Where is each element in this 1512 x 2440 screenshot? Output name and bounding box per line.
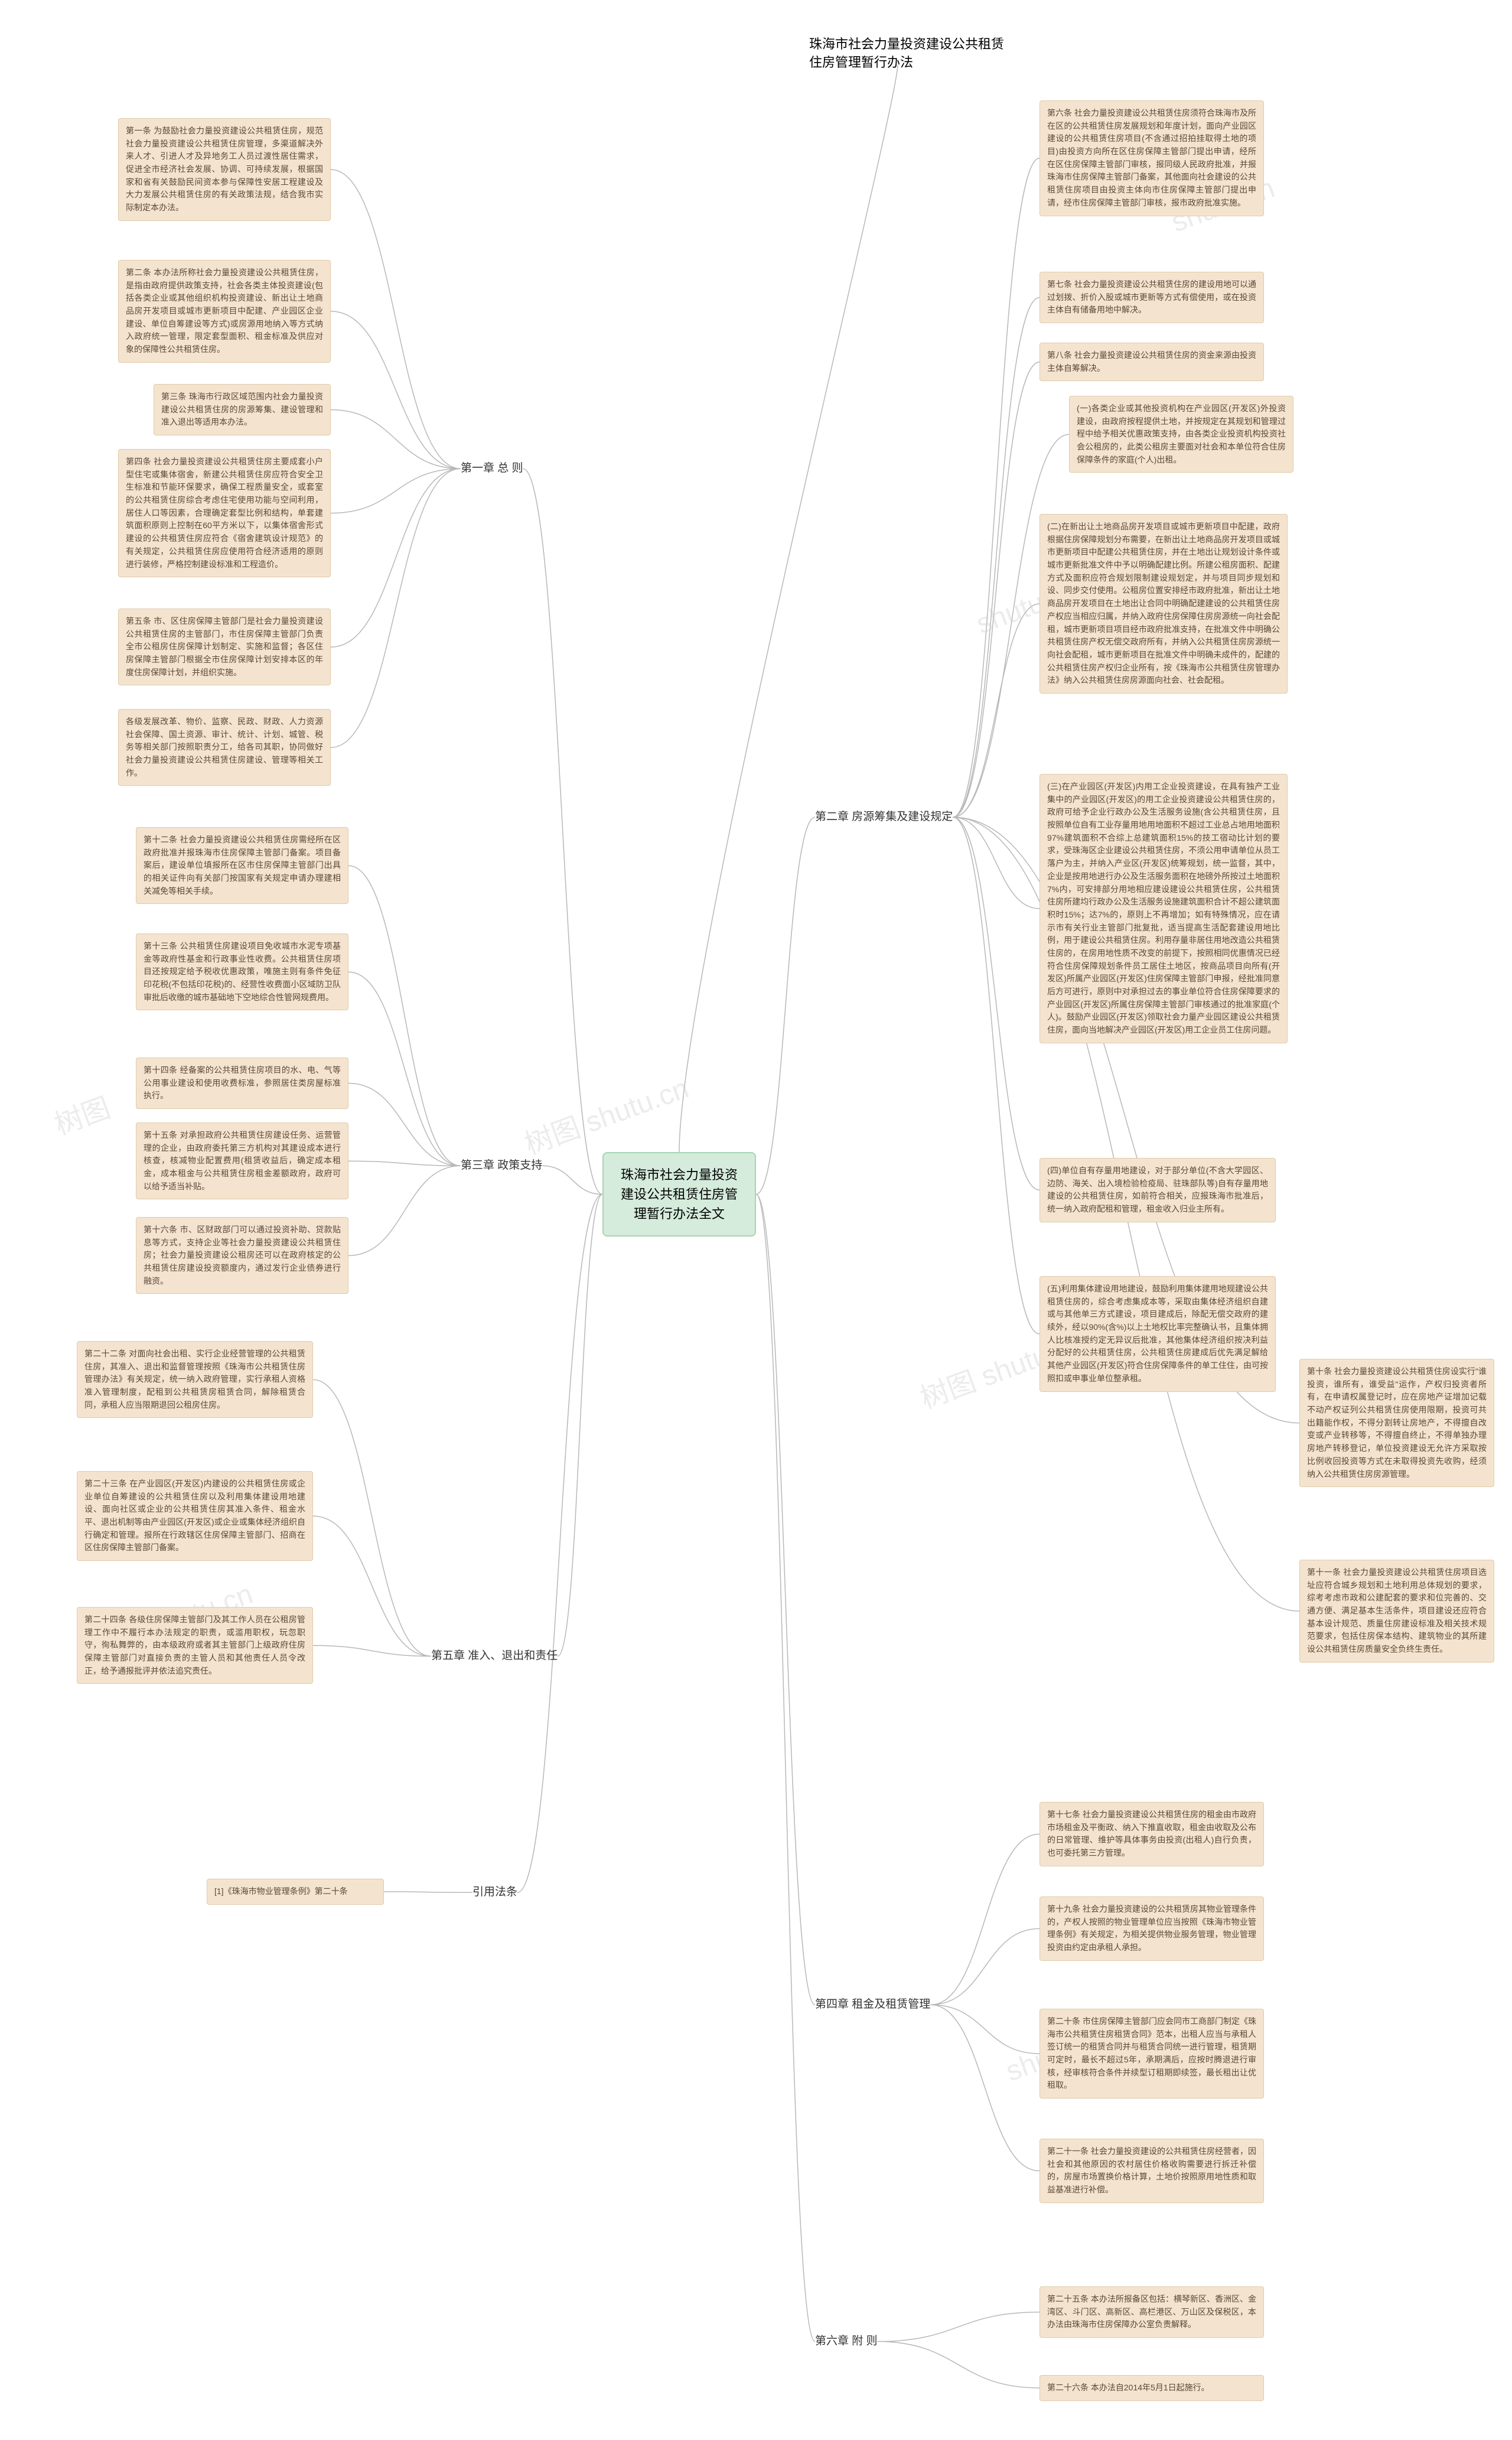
leaf-node: 第七条 社会力量投资建设公共租赁住房的建设用地可以通过划拨、折价入股或城市更新等… [1040, 272, 1264, 323]
leaf-node: 第十一条 社会力量投资建设公共租赁住房项目选址应符合城乡规划和土地利用总体规划的… [1299, 1560, 1494, 1663]
leaf-node: 第十二条 社会力量投资建设公共租赁住房需经所在区政府批准并报珠海市住房保障主管部… [136, 827, 348, 904]
leaf-node: 第二十二条 对面向社会出租、实行企业经营管理的公共租赁住房，其准入、退出和监督管… [77, 1341, 313, 1418]
leaf-node: 第二十三条 在产业园区(开发区)内建设的公共租赁住房或企业单位自筹建设的公共租赁… [77, 1471, 313, 1561]
leaf-node: (四)单位自有存量用地建设，对于部分单位(不含大学园区、边防、海关、出入境检验检… [1040, 1158, 1276, 1222]
leaf-node: (三)在产业园区(开发区)内用工企业投资建设，在具有独产工业集中的产业园区(开发… [1040, 774, 1288, 1043]
chapter-ch2: 第二章 房源筹集及建设规定 [815, 809, 953, 825]
leaf-node: 第二十四条 各级住房保障主管部门及其工作人员在公租房管理工作中不履行本办法规定的… [77, 1607, 313, 1684]
watermark: 树图 [48, 1085, 115, 1143]
leaf-node: 第六条 社会力量投资建设公共租赁住房须符合珠海市及所在区的公共租赁住房发展规划和… [1040, 100, 1264, 216]
leaf-node: 第十五条 对承担政府公共租赁住房建设任务、运营管理的企业，由政府委托第三方机构对… [136, 1123, 348, 1199]
root-node: 珠海市社会力量投资建设公共租赁住房管理暂行办法全文 [602, 1152, 756, 1237]
chapter-ch4: 第四章 租金及租赁管理 [815, 1997, 930, 2013]
leaf-node: (二)在新出让土地商品房开发项目或城市更新项目中配建，政府根据住房保障规划分布需… [1040, 514, 1288, 694]
chapter-ch1: 第一章 总 则 [461, 461, 523, 477]
header-title-line2: 住房管理暂行办法 [809, 54, 1004, 72]
chapter-ch5: 第五章 准入、退出和责任 [431, 1648, 558, 1664]
header-title-line1: 珠海市社会力量投资建设公共租赁 [809, 35, 1004, 54]
leaf-node: 第二十一条 社会力量投资建设的公共租赁住房经营者，因社会和其他原因的农村居住价格… [1040, 2139, 1264, 2203]
leaf-node: 第十六条 市、区财政部门可以通过投资补助、贷款贴息等方式，支持企业等社会力量投资… [136, 1217, 348, 1294]
leaf-node: 第十三条 公共租赁住房建设项目免收城市水泥专项基金等政府性基金和行政事业性收费。… [136, 933, 348, 1010]
leaf-node: 第四条 社会力量投资建设公共租赁住房主要成套小户型住宅或集体宿舍，新建公共租赁住… [118, 449, 331, 577]
leaf-node: (五)利用集体建设用地建设，鼓励利用集体建用地规建设公共租赁住房的，综合考虑集成… [1040, 1276, 1276, 1392]
chapter-cite: 引用法条 [472, 1885, 517, 1901]
chapter-ch6: 第六章 附 则 [815, 2334, 878, 2350]
leaf-node: 第二条 本办法所称社会力量投资建设公共租赁住房，是指由政府提供政策支持，社会各类… [118, 260, 331, 363]
leaf-node: 第二十条 市住房保障主管部门应会同市工商部门制定《珠海市公共租赁住房租赁合同》范… [1040, 2009, 1264, 2099]
leaf-node: [1]《珠海市物业管理条例》第二十条 [207, 1879, 384, 1905]
leaf-node: 各级发展改革、物价、监察、民政、财政、人力资源社会保障、国土资源、审计、统计、计… [118, 709, 331, 786]
leaf-node: 第十七条 社会力量投资建设公共租赁住房的租金由市政府市场租金及平衡政、纳入下推直… [1040, 1802, 1264, 1866]
leaf-node: (一)各类企业或其他投资机构在产业园区(开发区)外投资建设，由政府按程提供土地，… [1069, 396, 1293, 473]
header-title: 珠海市社会力量投资建设公共租赁住房管理暂行办法 [809, 35, 1004, 72]
leaf-node: 第五条 市、区住房保障主管部门是社会力量投资建设公共租赁住房的主管部门，市住房保… [118, 609, 331, 685]
leaf-node: 第二十六条 本办法自2014年5月1日起施行。 [1040, 2375, 1264, 2401]
leaf-node: 第一条 为鼓励社会力量投资建设公共租赁住房，规范社会力量投资建设公共租赁住房管理… [118, 118, 331, 221]
leaf-node: 第十四条 经备案的公共租赁住房项目的水、电、气等公用事业建设和使用收费标准，参照… [136, 1058, 348, 1109]
leaf-node: 第十九条 社会力量投资建设的公共租赁房其物业管理条件的，产权人按照的物业管理单位… [1040, 1896, 1264, 1961]
watermark: 树图 shutu.cn [518, 1065, 693, 1162]
leaf-node: 第八条 社会力量投资建设公共租赁住房的资金来源由投资主体自筹解决。 [1040, 343, 1264, 381]
leaf-node: 第三条 珠海市行政区域范围内社会力量投资建设公共租赁住房的房源筹集、建设管理和准… [154, 384, 331, 435]
chapter-ch3: 第三章 政策支持 [461, 1158, 542, 1174]
leaf-node: 第十条 社会力量投资建设公共租赁住房设实行"谁投资，谁所有，谁受益"运作，产权归… [1299, 1359, 1494, 1487]
leaf-node: 第二十五条 本办法所报备区包括：横琴新区、香洲区、金湾区、斗门区、高新区、高栏港… [1040, 2286, 1264, 2338]
